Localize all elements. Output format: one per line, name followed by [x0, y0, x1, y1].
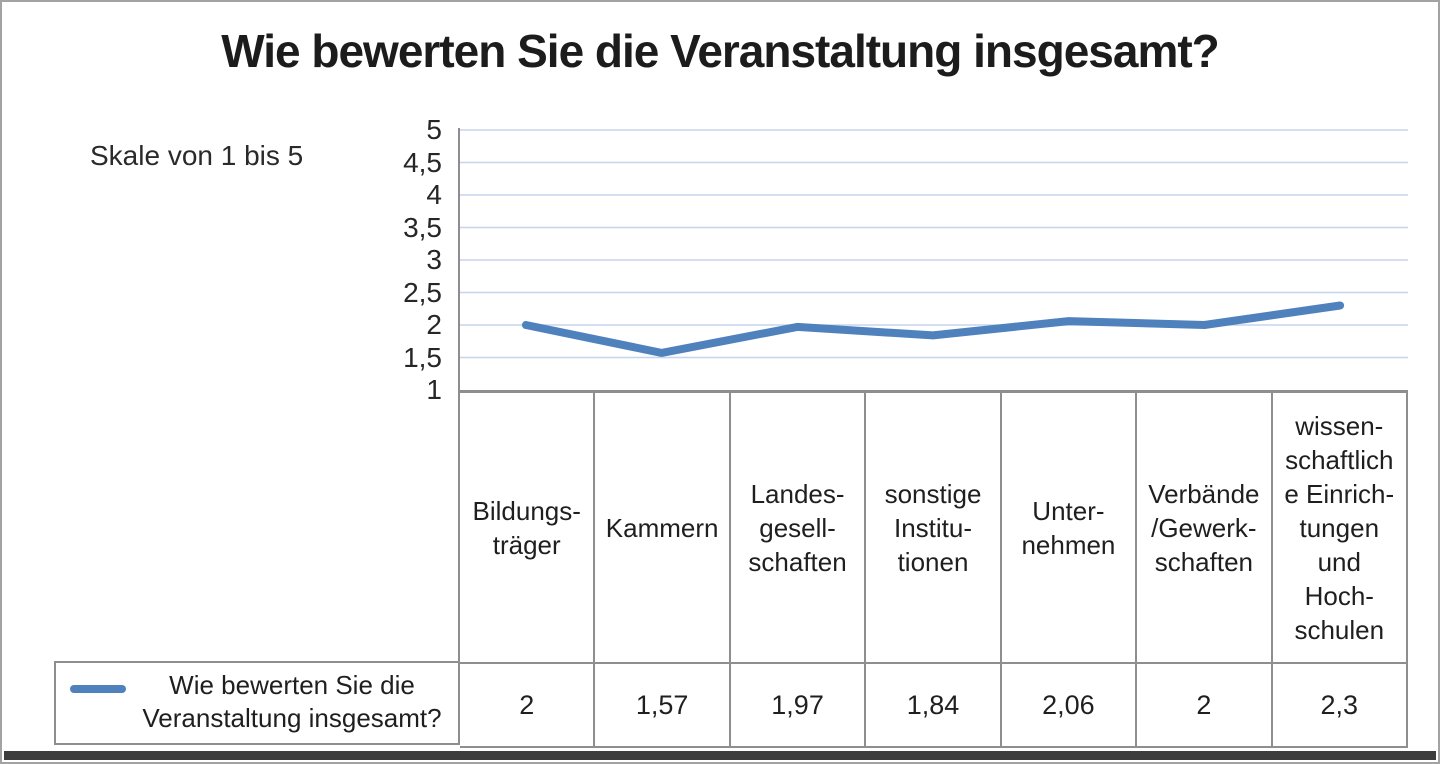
y-axis-tick-label: 1 [426, 374, 442, 405]
value-cell: 2,06 [1001, 664, 1138, 748]
bottom-edge-bar [4, 751, 1436, 760]
y-axis-tick-label: 5 [426, 114, 442, 145]
category-header-cell: sonstige Institu- tionen [866, 393, 1002, 664]
value-cell: 2,3 [1272, 664, 1408, 748]
category-header-cell: Kammern [595, 393, 731, 664]
legend: Wie bewerten Sie die Veranstaltung insge… [54, 661, 460, 745]
category-header-cell: Bildungs- träger [460, 393, 596, 664]
y-axis-tick-label: 2 [426, 309, 442, 340]
value-cell: 2 [460, 664, 596, 748]
y-axis-tick-label: 4 [426, 179, 442, 210]
chart-title: Wie bewerten Sie die Veranstaltung insge… [221, 25, 1220, 77]
y-axis-tick-label: 3 [426, 244, 442, 275]
category-header-cell: Verbände /Gewerk- schaften [1137, 393, 1273, 664]
scale-note-label: Skale von 1 bis 5 [90, 140, 304, 171]
data-table: Bildungs- träger Kammern Landes- gesell- s… [458, 390, 1408, 748]
category-header-cell: wissen- schaftlich e Einrich- tungen und… [1272, 393, 1408, 664]
y-axis-tick-label: 1,5 [403, 341, 442, 373]
series-line [521, 301, 1345, 357]
line-chart-plot-area [458, 128, 1408, 390]
category-header-cell: Unter- nehmen [1001, 393, 1138, 664]
y-axis-tick-label: 2,5 [403, 276, 442, 308]
y-axis-tick-label: 4,5 [403, 146, 442, 178]
category-header-cell: Landes- gesell- schaften [730, 393, 867, 664]
series-line-swatch-icon [70, 685, 126, 693]
value-cell: 2 [1137, 664, 1273, 748]
value-cell: 1,84 [866, 664, 1002, 748]
value-cell: 1,97 [730, 664, 867, 748]
y-axis-tick-label: 3,5 [403, 211, 442, 243]
value-cell: 1,57 [595, 664, 731, 748]
legend-series-label: Wie bewerten Sie die Veranstaltung insge… [142, 670, 442, 733]
